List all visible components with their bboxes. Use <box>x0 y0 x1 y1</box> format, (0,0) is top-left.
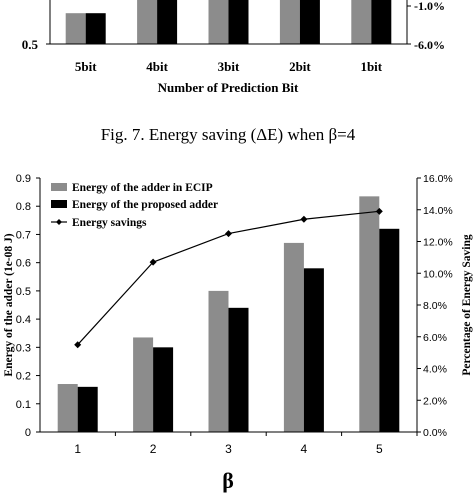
bar-ecip <box>133 337 154 432</box>
main-category-label: 4 <box>301 442 308 456</box>
top-bar <box>371 0 392 44</box>
left-y-tick-label: 0.6 <box>16 258 31 270</box>
legend-label-savings: Energy savings <box>72 217 147 229</box>
energy-savings-point <box>300 215 308 223</box>
right-y-tick-label: 0.0% <box>423 427 447 439</box>
right-y-tick-label: 2.0% <box>423 395 447 407</box>
left-y-tick-label: 0.8 <box>16 201 31 213</box>
bar-proposed <box>77 386 98 432</box>
top-bar <box>65 13 86 44</box>
top-bar <box>208 0 229 44</box>
left-y-tick-label: 0.9 <box>16 173 31 185</box>
bar-proposed <box>379 228 400 432</box>
bar-proposed <box>153 347 174 432</box>
energy-savings-point <box>375 207 383 215</box>
right-y-tick-label: 16.0% <box>423 173 453 185</box>
top-category-label: 5bit <box>75 59 97 74</box>
top-partial-chart: 0.5 -1.0% -6.0% 5bit 4bit 3bit 2bit 1bit Num… <box>22 0 445 95</box>
top-right-tick-label: -6.0% <box>414 38 445 52</box>
main-category-label: 5 <box>376 442 383 456</box>
left-y-tick-label: 0 <box>25 427 31 439</box>
top-bar <box>351 0 372 44</box>
main-chart: 0 0.1 0.2 0.3 0.4 0.5 0.6 0.7 0.8 0.9 0.0% 2.0% 4.0… <box>3 173 473 493</box>
top-left-tick-label: 0.5 <box>22 37 39 52</box>
right-y-ticks: 0.0% 2.0% 4.0% 6.0% 8.0% 10.0% 12.0% 14.0% 16.0% <box>417 173 453 439</box>
main-category-label: 1 <box>74 442 81 456</box>
energy-savings-point <box>74 341 82 349</box>
legend-label-proposed: Energy of the proposed adder <box>72 199 218 211</box>
energy-savings-point <box>149 258 157 266</box>
top-bar <box>279 0 300 44</box>
left-y-tick-label: 0.3 <box>16 342 31 354</box>
main-category-labels: 1 2 3 4 5 <box>74 432 418 456</box>
top-right-tick-label: -1.0% <box>414 0 445 13</box>
top-x-axis-title: Number of Prediction Bit <box>158 80 299 95</box>
main-category-label: 2 <box>150 442 157 456</box>
left-y-tick-label: 0.5 <box>16 286 31 298</box>
bar-proposed <box>228 307 249 432</box>
top-bar <box>157 0 178 44</box>
right-y-tick-label: 8.0% <box>423 300 447 312</box>
left-y-ticks: 0 0.1 0.2 0.3 0.4 0.5 0.6 0.7 0.8 0.9 <box>16 173 40 439</box>
top-category-labels: 5bit 4bit 3bit 2bit 1bit <box>75 59 383 74</box>
left-y-tick-label: 0.1 <box>16 399 31 411</box>
right-y-tick-label: 6.0% <box>423 332 447 344</box>
top-bar <box>299 0 320 44</box>
main-category-label: 3 <box>225 442 232 456</box>
bar-ecip <box>208 290 229 432</box>
left-y-tick-label: 0.7 <box>16 229 31 241</box>
top-category-label: 3bit <box>218 59 240 74</box>
legend: Energy of the adder in ECIP Energy of th… <box>51 182 218 229</box>
main-right-axis-title: Percentage of Energy Saving <box>461 234 473 376</box>
top-bar <box>228 0 249 44</box>
top-bar <box>85 13 106 44</box>
top-bar <box>137 0 158 44</box>
right-y-tick-label: 4.0% <box>423 364 447 376</box>
energy-savings-point <box>225 230 232 238</box>
figure-caption: Fig. 7. Energy saving (ΔE) when β=4 <box>101 125 356 144</box>
top-bars <box>65 0 392 44</box>
right-y-tick-label: 12.0% <box>423 237 453 249</box>
bar-proposed <box>303 268 324 432</box>
energy-savings-markers <box>74 207 383 349</box>
main-bars <box>57 196 400 432</box>
legend-marker-savings <box>56 219 62 225</box>
legend-label-ecip: Energy of the adder in ECIP <box>72 182 213 194</box>
bar-ecip <box>57 384 78 432</box>
bar-ecip <box>359 196 380 432</box>
bar-ecip <box>283 242 304 432</box>
left-y-tick-label: 0.2 <box>16 371 31 383</box>
main-left-axis-title: Energy of the adder (1e-08 J) <box>3 233 15 376</box>
top-category-label: 2bit <box>289 59 311 74</box>
legend-swatch-proposed <box>51 200 67 208</box>
right-y-tick-label: 10.0% <box>423 268 453 280</box>
main-x-axis-title: β <box>222 468 234 493</box>
legend-swatch-ecip <box>51 183 67 191</box>
right-y-tick-label: 14.0% <box>423 205 453 217</box>
top-category-label: 1bit <box>360 59 382 74</box>
left-y-tick-label: 0.4 <box>16 314 31 326</box>
top-category-label: 4bit <box>146 59 168 74</box>
